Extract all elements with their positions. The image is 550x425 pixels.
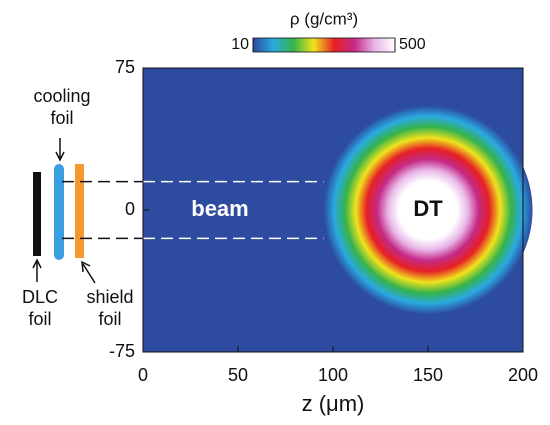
colorbar [252,37,396,53]
colorbar-title: ρ (g/cm³) [290,9,358,28]
foil-diagram [32,138,96,284]
dlc-foil [33,172,41,256]
y-tick-label: -75 [109,341,135,361]
x-axis-label: z (μm) [302,391,365,416]
x-tick-label: 0 [138,365,148,385]
shield-foil [75,164,84,258]
x-tick-label: 50 [228,365,248,385]
foil-label: cooling foil [33,86,90,128]
arrow [32,258,42,282]
density-shell [323,105,533,315]
shell-label: DT [413,196,443,221]
colorbar-tick-label: 500 [399,36,426,53]
y-tick-label: 0 [125,199,135,219]
foil-label: DLC foil [22,287,58,329]
arrow [81,260,96,284]
beam-label: beam [191,196,248,221]
x-tick-label: 150 [413,365,443,385]
cooling-foil [54,164,64,260]
foil-label: shield foil [86,287,133,329]
arrow [55,138,65,162]
x-tick-label: 200 [508,365,538,385]
x-tick-label: 100 [318,365,348,385]
y-tick-label: 75 [115,57,135,77]
colorbar-tick-label: 10 [231,36,249,53]
